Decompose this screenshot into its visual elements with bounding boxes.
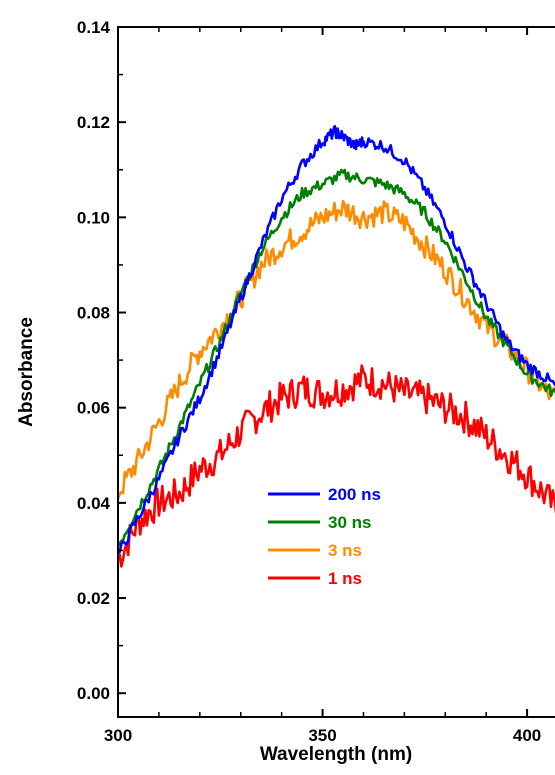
series-line-1-ns (118, 364, 555, 568)
legend-label-200-ns: 200 ns (328, 485, 381, 504)
x-tick-label: 300 (104, 726, 132, 745)
y-tick-label: 0.06 (77, 399, 110, 418)
legend: 200 ns 30 ns 3 ns 1 ns (268, 485, 381, 588)
ticks-layer: 0.00 0.02 0.04 0.06 0.08 0.10 0.12 0.14 300 350 40… (77, 18, 541, 745)
series-line-200-ns (118, 124, 555, 554)
y-axis-title: Absorbance (16, 317, 37, 427)
y-tick-label: 0.14 (77, 18, 111, 37)
series-layer (118, 124, 555, 568)
series-line-30-ns (118, 168, 555, 547)
plot-frame (117, 26, 555, 718)
legend-label-3-ns: 3 ns (328, 541, 362, 560)
x-axis-title: Wavelength (nm) (260, 744, 412, 765)
y-tick-label: 0.04 (77, 494, 111, 513)
legend-label-30-ns: 30 ns (328, 513, 371, 532)
y-tick-label: 0.10 (77, 208, 110, 227)
y-tick-label: 0.02 (77, 589, 110, 608)
series-line-3-ns (118, 199, 555, 500)
y-tick-label: 0.00 (77, 684, 110, 703)
x-tick-label: 400 (513, 726, 541, 745)
y-tick-label: 0.12 (77, 113, 110, 132)
y-tick-label: 0.08 (77, 304, 110, 323)
legend-label-1-ns: 1 ns (328, 569, 362, 588)
x-tick-label: 350 (308, 726, 336, 745)
